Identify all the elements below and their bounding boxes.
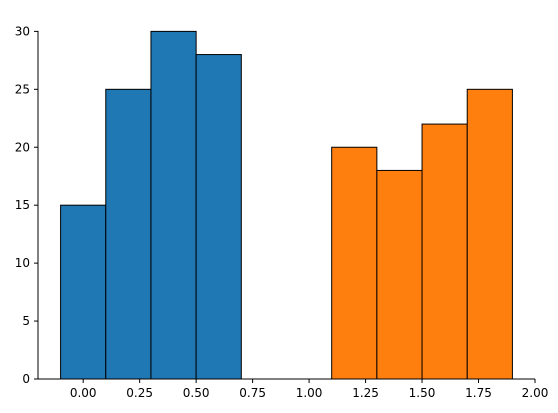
x-tick-label: 1.75 [465,386,492,400]
histogram-bar-series-0-bin-0 [60,204,107,380]
x-tick-label: 0.00 [70,386,97,400]
x-axis-ticks: 0.00 0.25 0.50 0.75 1.00 1.25 1.50 1.75 2.00 [70,379,549,400]
histogram-bar-series-0-bin-2 [150,30,197,380]
y-tick-label: 0 [22,372,30,386]
histogram-bar-series-1-bin-1 [376,169,423,380]
x-tick-label: 2.00 [522,386,549,400]
x-tick-label: 1.50 [409,386,436,400]
y-tick-label: 5 [22,314,30,328]
x-tick-label: 1.25 [352,386,379,400]
y-tick-label: 25 [15,82,30,96]
histogram-bar-series-0-bin-1 [105,88,152,380]
y-tick-label: 30 [15,24,30,38]
x-tick-label: 0.75 [239,386,266,400]
y-tick-label: 10 [15,256,30,270]
y-axis-ticks: 0 5 10 15 20 25 30 [15,24,38,386]
histogram-bar-series-0-bin-3 [195,54,242,380]
x-tick-label: 1.00 [296,386,323,400]
x-tick-label: 0.25 [126,386,153,400]
y-tick-label: 20 [15,140,30,154]
x-tick-label: 0.50 [183,386,210,400]
y-tick-label: 15 [15,198,30,212]
histogram-bar-series-1-bin-3 [466,88,513,380]
bars-layer [60,30,513,380]
histogram-bar-series-1-bin-2 [421,123,468,380]
histogram-bar-series-1-bin-0 [331,146,378,380]
